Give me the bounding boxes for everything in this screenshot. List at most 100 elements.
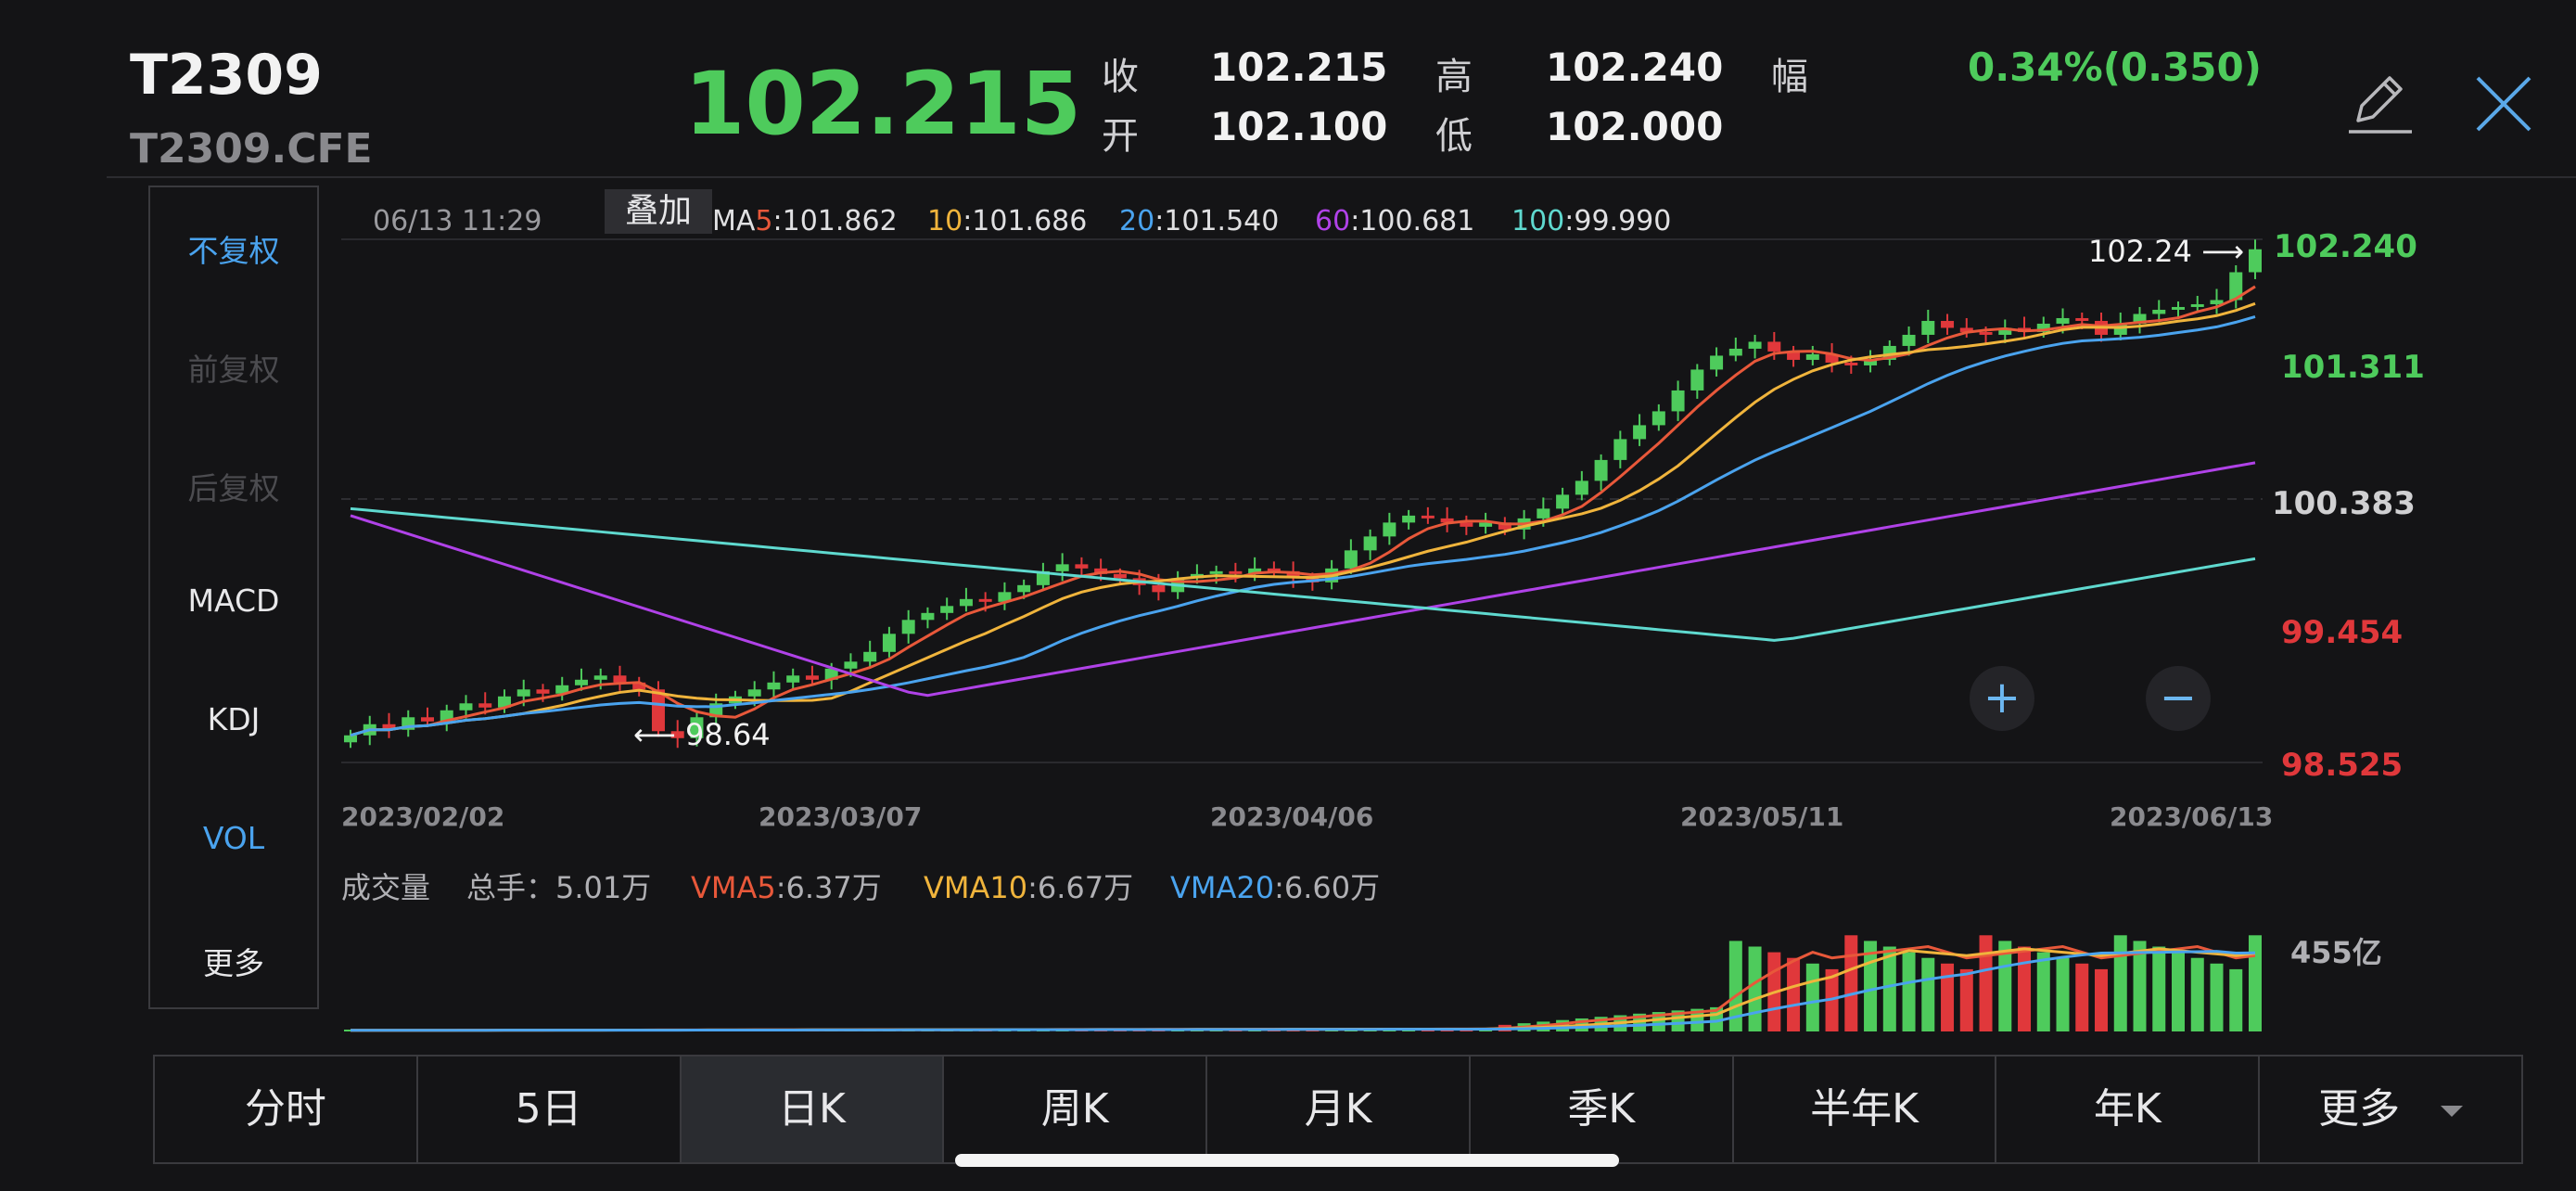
- close-value: 102.215: [1210, 45, 1388, 90]
- candle: [1690, 364, 1704, 399]
- vma10-legend: VMA10:6.67万: [924, 870, 1134, 905]
- candle: [1748, 334, 1762, 359]
- candle: [1921, 309, 1935, 343]
- close-label: 收: [1102, 56, 1139, 98]
- zoom-out-button[interactable]: −: [2146, 666, 2211, 731]
- adjust-forward[interactable]: 前复权: [187, 352, 280, 388]
- tab-more[interactable]: 更多: [2260, 1057, 2521, 1162]
- close-icon[interactable]: [2470, 70, 2537, 137]
- tab-yearly-k[interactable]: 年K: [1996, 1057, 2261, 1162]
- home-indicator: [955, 1154, 1619, 1167]
- candle: [1805, 345, 1819, 365]
- date-tick: 2023/05/11: [1680, 801, 1844, 832]
- edit-icon[interactable]: [2341, 65, 2417, 141]
- vma5-legend: VMA5:6.37万: [691, 870, 882, 905]
- candle: [690, 710, 704, 747]
- candle: [613, 665, 627, 691]
- volume-axis-label: 455亿: [2290, 935, 2382, 970]
- candle: [1421, 506, 1435, 524]
- candle: [420, 707, 434, 727]
- date-tick: 2023/02/02: [341, 801, 505, 832]
- low-label: 低: [1435, 115, 1473, 158]
- ma5-legend: MA5:101.862: [712, 205, 898, 237]
- candle: [1479, 512, 1493, 534]
- period-tabs: 分时 5日 日K 周K 月K 季K 半年K 年K 更多: [153, 1055, 2523, 1164]
- price-tick: 99.454: [2281, 614, 2404, 651]
- ma20-line: [350, 314, 2256, 737]
- high-label: 高: [1435, 56, 1473, 98]
- tab-weekly-k[interactable]: 周K: [944, 1057, 1208, 1162]
- date-tick: 2023/03/07: [759, 801, 923, 832]
- change-value: 0.34%(0.350): [1968, 45, 2262, 90]
- candle: [1460, 515, 1473, 535]
- candle: [1613, 430, 1627, 468]
- candle: [1825, 342, 1839, 373]
- candle: [882, 626, 896, 658]
- candle: [2249, 239, 2262, 279]
- candle: [2133, 306, 2147, 334]
- tab-quarterly-k[interactable]: 季K: [1471, 1057, 1734, 1162]
- open-label: 开: [1102, 115, 1139, 158]
- indicator-macd[interactable]: MACD: [187, 583, 280, 619]
- tab-halfyear-k[interactable]: 半年K: [1734, 1057, 1997, 1162]
- candle: [1941, 314, 1955, 335]
- tab-intraday[interactable]: 分时: [155, 1057, 418, 1162]
- candle: [786, 668, 800, 690]
- tab-monthly-k[interactable]: 月K: [1207, 1057, 1471, 1162]
- ma20-legend: 20:101.540: [1119, 205, 1280, 237]
- candle: [921, 607, 935, 629]
- candle: [1267, 561, 1281, 577]
- tab-daily-k[interactable]: 日K: [681, 1057, 945, 1162]
- candle: [2172, 301, 2186, 317]
- low-value: 102.000: [1546, 104, 1724, 149]
- low-annotation: ⟵ 98.64: [633, 717, 771, 752]
- candle: [1556, 487, 1570, 516]
- ma100-legend: 100:99.990: [1511, 205, 1672, 237]
- candle: [767, 671, 781, 698]
- adjust-panel: 不复权 前复权 后复权 MACD KDJ VOL 更多: [148, 186, 319, 1009]
- indicator-kdj[interactable]: KDJ: [207, 701, 261, 737]
- candle: [670, 720, 684, 749]
- candle: [1383, 512, 1396, 545]
- candle: [1902, 326, 1916, 356]
- high-value: 102.240: [1546, 45, 1724, 90]
- volume-total: 总手：5.01万: [466, 870, 652, 905]
- indicator-vol[interactable]: VOL: [202, 820, 265, 856]
- symbol-code: T2309.CFE: [130, 125, 373, 173]
- vma20-legend: VMA20:6.60万: [1170, 870, 1381, 905]
- adjust-backward[interactable]: 后复权: [187, 470, 280, 506]
- candle: [805, 665, 819, 685]
- candle: [555, 676, 569, 701]
- candle: [901, 609, 915, 644]
- candle: [1959, 317, 1973, 338]
- candle: [1344, 539, 1358, 574]
- overlay-button[interactable]: 叠加: [605, 189, 712, 234]
- candle: [632, 676, 646, 697]
- ma10-legend: 10:101.686: [927, 205, 1088, 237]
- tab-5day[interactable]: 5日: [418, 1057, 682, 1162]
- candle: [1787, 345, 1801, 367]
- candle: [1594, 454, 1608, 491]
- candle: [574, 668, 588, 691]
- last-price: 102.215: [684, 54, 1082, 155]
- candle: [1671, 380, 1685, 421]
- high-annotation: 102.24 ⟶: [2088, 234, 2245, 269]
- ma10-line: [350, 301, 2256, 737]
- ma60-line: [350, 461, 2256, 698]
- candle: [344, 729, 357, 749]
- ma5-line: [350, 285, 2256, 737]
- chevron-down-icon: [2441, 1106, 2464, 1117]
- candle: [1440, 506, 1454, 532]
- price-tick: 102.240: [2274, 228, 2417, 265]
- candle: [2210, 288, 2224, 314]
- candle: [1633, 414, 1647, 446]
- candle: [959, 587, 973, 612]
- candle: [402, 710, 415, 737]
- adjust-none[interactable]: 不复权: [187, 233, 280, 269]
- zoom-in-button[interactable]: +: [1970, 666, 2034, 731]
- candle: [459, 695, 473, 719]
- candle: [1075, 557, 1089, 577]
- open-value: 102.100: [1210, 104, 1388, 149]
- indicator-more[interactable]: 更多: [203, 945, 264, 981]
